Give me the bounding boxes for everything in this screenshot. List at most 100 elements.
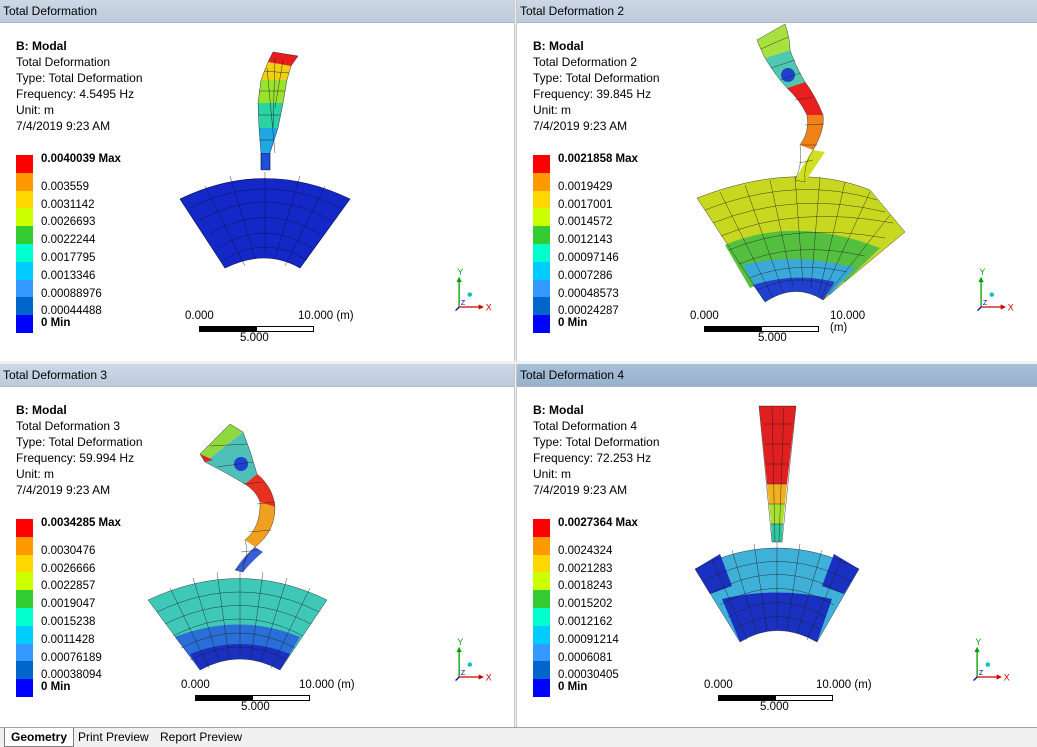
legend-label: 0.0021283 [558, 562, 613, 575]
result-unit: Unit: m [533, 467, 572, 481]
result-type: Type: Total Deformation [533, 71, 660, 85]
viewport-header[interactable]: Total Deformation 3 [0, 364, 514, 387]
legend-swatch [16, 590, 33, 608]
result-frequency: Frequency: 72.253 Hz [533, 451, 652, 465]
legend-swatch [16, 661, 33, 680]
analysis-name: B: Modal [16, 39, 67, 53]
svg-text:Y: Y [979, 267, 985, 277]
legend-swatch [16, 261, 33, 280]
scale-left-label: 0.000 [185, 310, 214, 322]
legend-swatch [16, 625, 33, 644]
viewport-total-deformation-2[interactable]: Total Deformation 2 B: Modal Total Defor… [517, 0, 1037, 361]
scale-bar-graphic [704, 326, 819, 332]
legend-label: 0.003559 [41, 180, 89, 193]
legend-swatch [16, 643, 33, 662]
result-info: B: Modal Total Deformation 2 Type: Total… [533, 38, 660, 134]
axis-triad-icon[interactable]: Y X Z [974, 266, 1014, 316]
scale-left-label: 0.000 [181, 679, 210, 691]
view-tab-bar: Geometry Print Preview Report Preview [0, 727, 1037, 747]
svg-text:Z: Z [983, 299, 988, 307]
legend-label: 0.00097146 [558, 251, 619, 264]
result-timestamp: 7/4/2019 9:23 AM [533, 483, 628, 497]
axis-triad-icon[interactable]: Y X Z [970, 636, 1010, 686]
legend-label: 0.0026693 [41, 216, 96, 229]
result-name: Total Deformation 2 [533, 55, 638, 69]
viewport-header[interactable]: Total Deformation [0, 0, 514, 23]
tab-report-preview[interactable]: Report Preview [160, 730, 243, 744]
viewport-header[interactable]: Total Deformation 4 [517, 364, 1037, 387]
legend-label: 0 Min [558, 681, 588, 694]
deformed-model-mode-2[interactable] [695, 20, 910, 310]
legend-swatch [533, 536, 550, 555]
legend-label: 0.00044488 [41, 305, 102, 318]
legend-label: 0.0027364 Max [558, 517, 638, 529]
legend-swatch [16, 315, 33, 333]
scale-mid-label: 5.000 [240, 332, 269, 344]
viewport-header[interactable]: Total Deformation 2 [517, 0, 1037, 23]
result-timestamp: 7/4/2019 9:23 AM [16, 119, 111, 133]
result-timestamp: 7/4/2019 9:23 AM [533, 119, 628, 133]
legend-swatch [16, 519, 33, 537]
legend-label: 0.0030476 [41, 544, 96, 557]
legend-label: 0.0015238 [41, 615, 96, 628]
legend-swatch [533, 572, 550, 591]
svg-text:X: X [1008, 303, 1014, 313]
legend-label: 0.0021858 Max [558, 153, 638, 165]
result-type: Type: Total Deformation [16, 435, 143, 449]
legend-swatch [533, 243, 550, 262]
scale-bar-graphic [718, 695, 833, 701]
scale-right-label: 10.000 (m) [298, 310, 354, 322]
legend-swatch [533, 590, 550, 608]
tab-print-preview[interactable]: Print Preview [78, 730, 149, 744]
legend-label: 0.0019429 [558, 180, 613, 193]
axis-triad-icon[interactable]: Y X Z [452, 266, 492, 316]
scale-mid-label: 5.000 [758, 332, 787, 344]
legend-label: 0.0012162 [558, 615, 613, 628]
deformed-model-mode-3[interactable] [145, 422, 335, 677]
legend-label: 0.0011428 [41, 633, 95, 646]
legend-swatch [533, 190, 550, 209]
viewport-total-deformation-4[interactable]: Total Deformation 4 B: Modal Total Defor… [517, 364, 1037, 727]
legend-label: 0.0007286 [558, 269, 613, 282]
result-frequency: Frequency: 4.5495 Hz [16, 87, 135, 101]
legend-swatch [533, 643, 550, 662]
viewport-splitter-horizontal[interactable] [0, 361, 1037, 364]
svg-text:X: X [486, 673, 492, 683]
legend-swatch [533, 261, 550, 280]
legend-label: 0.0026666 [41, 562, 96, 575]
scale-right-label: 10.000 (m) [830, 310, 866, 334]
analysis-name: B: Modal [533, 403, 584, 417]
viewport-total-deformation[interactable]: Total Deformation B: Modal Total Deforma… [0, 0, 514, 361]
result-unit: Unit: m [533, 103, 572, 117]
legend-label: 0.0024324 [558, 544, 613, 557]
deformed-model-mode-1[interactable] [175, 48, 355, 273]
legend-label: 0 Min [558, 317, 588, 330]
legend-label: 0.00030405 [558, 669, 619, 682]
axis-triad-icon[interactable]: Y X Z [452, 636, 492, 686]
legend-label: 0.00088976 [41, 287, 102, 300]
legend-label: 0.00048573 [558, 287, 619, 300]
scale-bar: 0.000 10.000 (m) 5.000 [181, 679, 361, 719]
legend-label: 0.0031142 [41, 198, 95, 211]
tab-geometry[interactable]: Geometry [4, 728, 75, 747]
result-unit: Unit: m [16, 467, 55, 481]
result-frequency: Frequency: 39.845 Hz [533, 87, 652, 101]
legend-label: 0.0040039 Max [41, 153, 121, 165]
analysis-name: B: Modal [533, 39, 584, 53]
scale-bar-graphic [195, 695, 310, 701]
svg-text:X: X [1004, 673, 1010, 683]
legend-label: 0.0018243 [558, 580, 613, 593]
legend-swatch [16, 208, 33, 227]
svg-text:Z: Z [461, 669, 466, 677]
legend-label: 0.0022244 [41, 234, 96, 247]
viewport-total-deformation-3[interactable]: Total Deformation 3 B: Modal Total Defor… [0, 364, 514, 727]
scale-mid-label: 5.000 [760, 701, 789, 713]
result-timestamp: 7/4/2019 9:23 AM [16, 483, 111, 497]
legend-label: 0.0015202 [558, 598, 613, 611]
result-unit: Unit: m [16, 103, 55, 117]
deformed-model-mode-4[interactable] [692, 404, 862, 646]
scale-left-label: 0.000 [704, 679, 733, 691]
result-type: Type: Total Deformation [533, 435, 660, 449]
legend-label: 0.00076189 [41, 651, 102, 664]
result-name: Total Deformation 4 [533, 419, 638, 433]
